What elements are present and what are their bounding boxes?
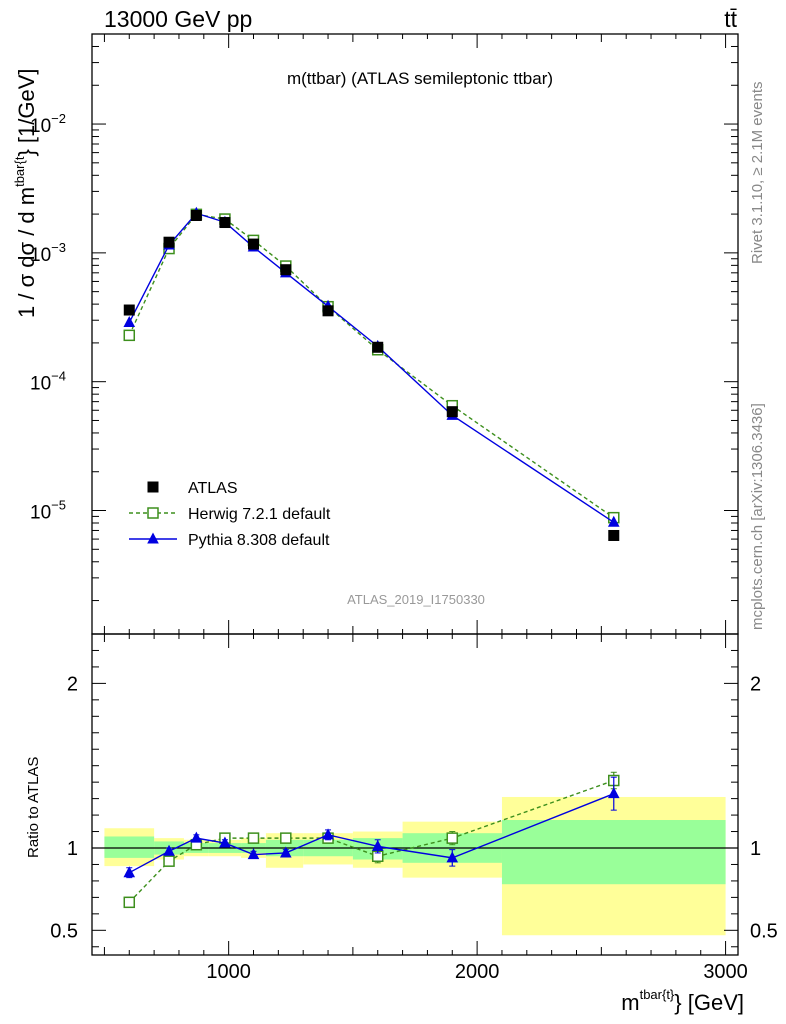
data-point [607, 515, 620, 527]
series-line-main [128, 212, 615, 523]
ratio-tick-label-right: 1 [750, 838, 761, 860]
green-band-0 [104, 836, 155, 858]
series-line-ratio [128, 779, 615, 903]
x-tick-label: 3000 [703, 961, 748, 983]
legend-entry-2: Pythia 8.308 default [129, 532, 330, 549]
data-point [248, 238, 259, 250]
x-axis-title: mtbar{t}} [GeV] [621, 987, 744, 1015]
legend-label: ATLAS [188, 480, 238, 497]
data-point [123, 304, 135, 316]
legend-marker [147, 507, 159, 519]
series-line-ratio [128, 793, 615, 874]
ratio-tick-label-left: 0.5 [50, 920, 78, 942]
legend: ATLAS Herwig 7.2.1 default Pythia 8.308 de… [129, 480, 331, 549]
data-point [123, 329, 136, 342]
y-axis-title: 1 / σ dσ / d mtbar{t} [1/GeV] [12, 68, 39, 318]
mcplots-label: mcplots.cern.ch [arXiv:1306.3436] [749, 403, 766, 630]
data-point [219, 217, 231, 229]
ratio-point [280, 832, 292, 844]
green-band-9 [501, 820, 726, 885]
ratio-uncertainty-bands [104, 796, 726, 936]
ratio-y-axis-title: Ratio to ATLAS [25, 757, 42, 858]
y-tick-label: 10−5 [30, 498, 66, 524]
ratio-point [219, 836, 231, 848]
ratio-point [280, 846, 292, 858]
tick-labels: 1000 2000 3000 10−5 10−4 10−3 10−2 0.5 0.5 1 1 2 2 [30, 111, 778, 983]
ratio-point [163, 855, 175, 867]
ratio-tick-label-left: 2 [67, 673, 78, 695]
legend-entry-1: Herwig 7.2.1 default [129, 506, 331, 523]
data-point [446, 406, 458, 418]
chart-title: m(ttbar) (ATLAS semileptonic ttbar) [287, 69, 553, 88]
y-tick-label: 10−4 [30, 369, 66, 395]
x-tick-label: 2000 [455, 961, 500, 983]
data-point [190, 210, 202, 222]
ratio-tick-label-right: 2 [750, 673, 761, 695]
data-point [322, 305, 334, 317]
legend-label: Pythia 8.308 default [188, 532, 330, 549]
ratio-point [607, 787, 620, 799]
analysis-watermark: ATLAS_2019_I1750330 [347, 592, 485, 607]
ratio-point [123, 896, 136, 909]
ratio-plot-frame [91, 633, 739, 956]
rivet-label: Rivet 3.1.10, ≥ 2.1M events [749, 82, 766, 265]
ratio-tick-label-left: 1 [67, 838, 78, 860]
ratio-point [446, 832, 459, 844]
y-tick-label: 10−2 [30, 111, 66, 137]
ratio-point [247, 848, 260, 860]
legend-label: Herwig 7.2.1 default [188, 506, 331, 523]
ratio-tick-label-right: 0.5 [750, 920, 778, 942]
ratio-point [446, 851, 459, 863]
ratio-point [371, 839, 384, 851]
data-point [123, 316, 136, 328]
energy-label: 13000 GeV pp [104, 6, 252, 32]
axes [91, 33, 739, 956]
ratio-point [322, 828, 334, 840]
data-point [280, 264, 292, 276]
series-0 [123, 210, 620, 541]
ratio-point [190, 831, 203, 843]
legend-marker [147, 532, 159, 544]
ratio-point [247, 832, 260, 844]
series-line-main [128, 213, 615, 519]
legend-entry-0: ATLAS [147, 480, 238, 497]
y-tick-label: 10−3 [30, 240, 66, 266]
x-tick-label: 1000 [206, 961, 251, 983]
data-point [608, 529, 620, 541]
ratio-point [123, 866, 136, 878]
data-point [372, 341, 384, 353]
process-label: tt̄ [724, 6, 737, 32]
data-point [163, 236, 175, 248]
series-layer [123, 206, 620, 909]
ratio-point [163, 844, 175, 856]
legend-marker [147, 481, 159, 493]
